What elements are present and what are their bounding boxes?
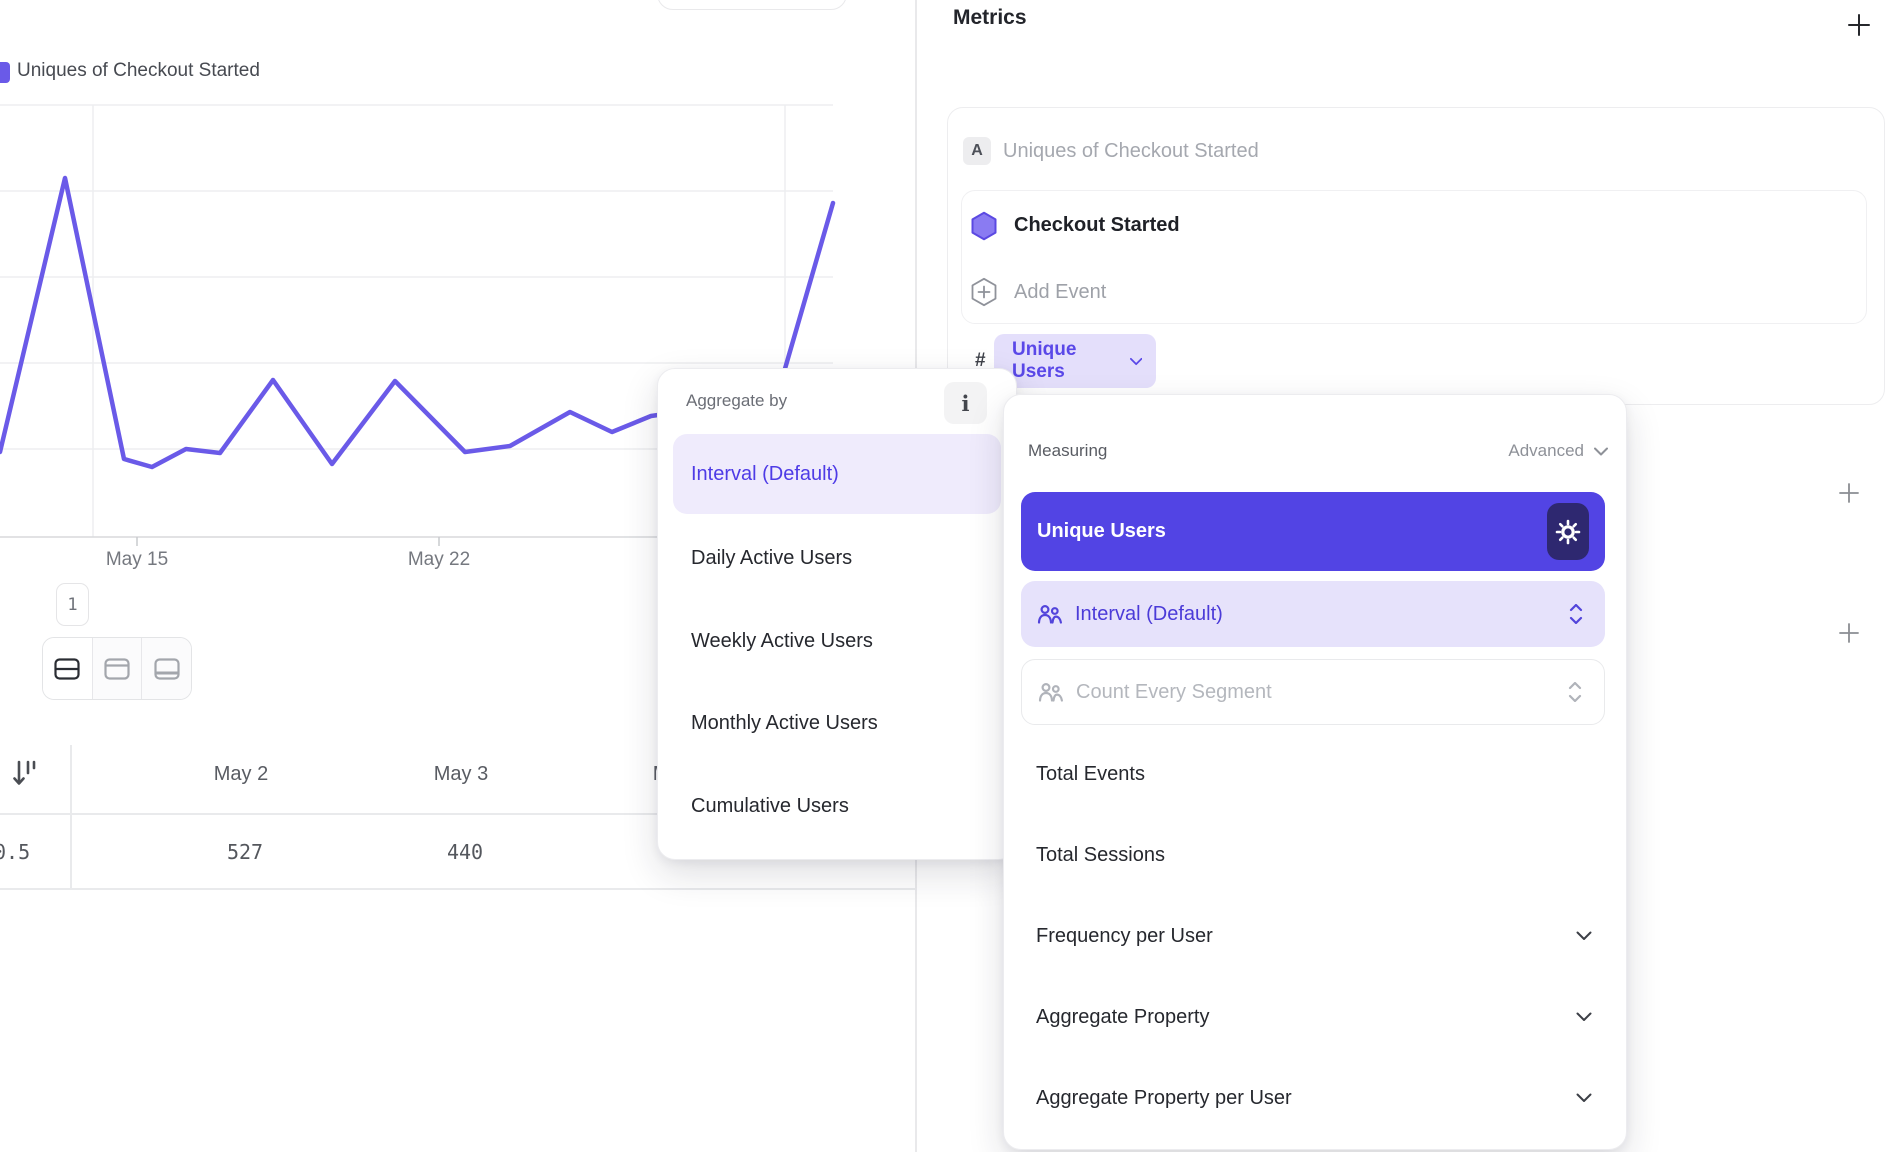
table-header-separator [0,813,915,815]
measure-option-frequency-per-user[interactable]: Frequency per User [1036,925,1213,947]
measure-settings-button[interactable] [1547,503,1589,560]
measure-option-label: Unique Users [1037,520,1166,542]
aggregate-option-weekly-active-users[interactable]: Weekly Active Users [691,630,873,652]
chevron-down-icon[interactable] [1576,931,1592,941]
chart-legend-label: Uniques of Checkout Started [17,60,260,81]
count-every-segment-selector[interactable]: Count Every Segment [1021,659,1605,725]
event-hexagon-icon [971,211,997,241]
event-name[interactable]: Checkout Started [1014,214,1180,236]
table-column-header[interactable]: May 3 [433,763,489,785]
measure-dropdown-chip[interactable]: Unique Users [994,334,1156,388]
sort-rows-icon[interactable] [12,757,38,791]
info-button[interactable]: i [944,382,987,424]
aggregate-by-popup: Aggregate by i Interval (Default) Daily … [657,368,1017,860]
chevron-down-icon[interactable] [1594,447,1608,456]
table-cell: 527 [226,840,264,864]
event-card[interactable] [961,190,1867,324]
measuring-popup: Measuring Advanced Unique Users [1003,394,1627,1150]
add-event-label[interactable]: Add Event [1014,281,1107,303]
aggregate-option-interval-default[interactable]: Interval (Default) [673,434,1001,514]
aggregate-option-monthly-active-users[interactable]: Monthly Active Users [691,712,878,734]
measure-option-total-sessions[interactable]: Total Sessions [1036,844,1165,866]
x-axis-tick-may15: May 15 [105,549,169,570]
users-icon [1037,604,1062,624]
updown-chevrons-icon [1568,682,1582,702]
aggregate-option-daily-active-users[interactable]: Daily Active Users [691,547,853,569]
add-filter-icon[interactable] [1837,621,1861,645]
split-bottom-view-button[interactable] [142,638,191,699]
measure-chip-label: Unique Users [1012,339,1077,382]
split-bottom-icon [154,657,180,680]
chevron-down-icon[interactable] [1576,1012,1592,1022]
measuring-mode-toggle[interactable]: Advanced [1508,441,1584,460]
table-column-header[interactable]: May 2 [213,763,269,785]
interval-selector-label: Interval (Default) [1075,602,1223,625]
segment-selector-label: Count Every Segment [1076,680,1272,703]
table-bottom-border [0,888,915,890]
split-horizontal-icon [54,657,80,680]
gear-icon [1555,519,1581,544]
measure-hash-prefix: # [975,350,986,371]
page-number-chip[interactable]: 1 [56,583,89,626]
measure-interval-selector[interactable]: Interval (Default) [1021,581,1605,647]
split-top-view-button[interactable] [92,638,143,699]
measuring-label: Measuring [1028,441,1108,460]
add-metric-icon[interactable] [1846,12,1872,38]
table-frozen-cell: 0.5 [0,840,31,864]
measure-option-unique-users[interactable]: Unique Users [1021,492,1605,571]
add-filter-icon[interactable] [1837,481,1861,505]
add-event-hexagon-icon[interactable] [969,277,999,307]
x-axis-tick-may22: May 22 [407,549,471,570]
measure-option-aggregate-property[interactable]: Aggregate Property [1036,1006,1210,1028]
aggregate-option-cumulative-users[interactable]: Cumulative Users [691,795,849,817]
chevron-down-icon [1129,357,1142,365]
updown-chevrons-icon [1569,604,1583,624]
aggregate-by-label: Aggregate by [686,391,788,410]
measure-option-aggregate-property-per-user[interactable]: Aggregate Property per User [1036,1087,1292,1109]
users-icon [1038,682,1063,702]
cropped-toolbar-pill[interactable] [657,0,847,10]
table-frozen-column-border [70,745,72,889]
metric-letter-badge: A [963,137,991,165]
view-layout-toggle [42,637,192,700]
split-horizontal-view-button[interactable] [43,638,93,699]
chevron-down-icon[interactable] [1576,1093,1592,1103]
metrics-panel-title: Metrics [953,6,1027,29]
table-cell: 440 [446,840,484,864]
split-top-icon [104,657,130,680]
measure-option-total-events[interactable]: Total Events [1036,763,1145,785]
metric-name[interactable]: Uniques of Checkout Started [1003,140,1259,162]
legend-color-swatch [0,62,10,83]
